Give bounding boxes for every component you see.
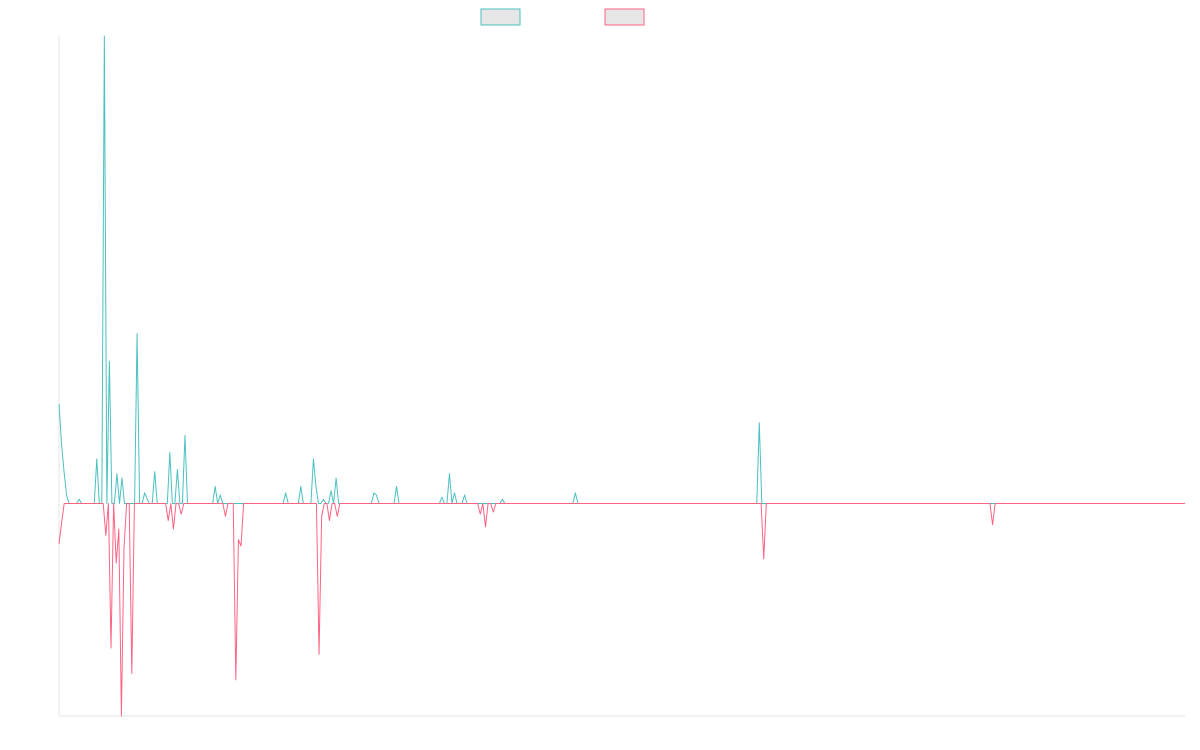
- series-layer: [58, 35, 1185, 717]
- axes: [58, 36, 1185, 717]
- series-line-0: [58, 35, 1185, 504]
- legend: [480, 8, 645, 26]
- legend-swatch-1[interactable]: [604, 8, 645, 26]
- legend-swatch-0[interactable]: [480, 8, 521, 26]
- series-line-1: [58, 503, 1185, 717]
